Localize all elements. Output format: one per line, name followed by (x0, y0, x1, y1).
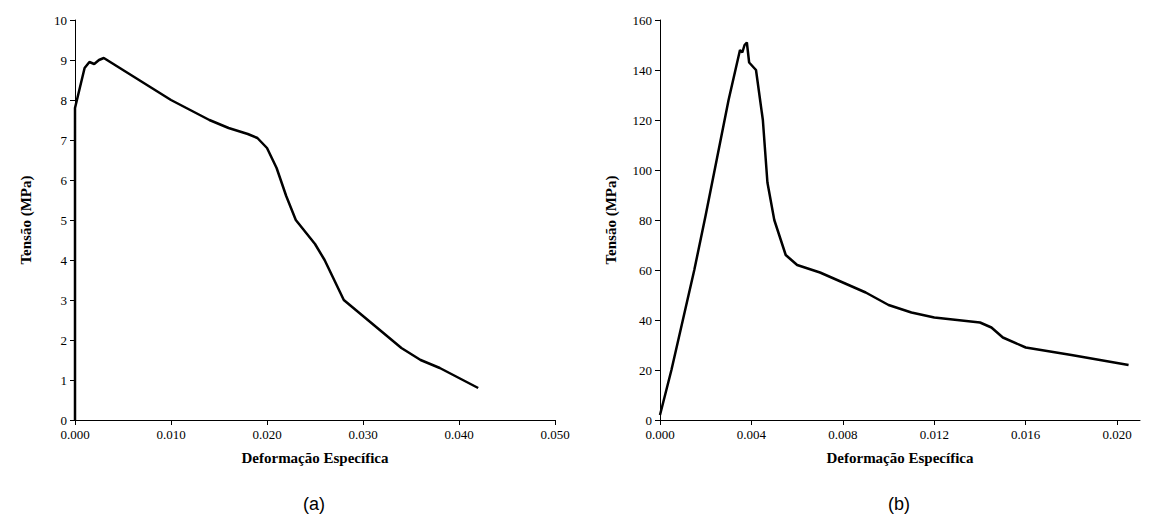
svg-text:0: 0 (61, 413, 68, 428)
svg-text:0.010: 0.010 (156, 427, 185, 442)
svg-text:7: 7 (61, 133, 68, 148)
svg-text:0.020: 0.020 (1103, 427, 1132, 442)
svg-text:(b): (b) (888, 494, 910, 514)
svg-text:0.030: 0.030 (348, 427, 377, 442)
svg-text:4: 4 (61, 253, 68, 268)
svg-text:1: 1 (61, 373, 68, 388)
svg-text:9: 9 (61, 53, 68, 68)
svg-text:140: 140 (633, 63, 653, 78)
svg-text:160: 160 (633, 13, 653, 28)
svg-text:5: 5 (61, 213, 68, 228)
svg-text:0.050: 0.050 (540, 427, 569, 442)
svg-text:Deformação Específica: Deformação Específica (826, 450, 974, 466)
svg-text:0.004: 0.004 (737, 427, 767, 442)
svg-text:0.000: 0.000 (645, 427, 674, 442)
svg-text:Tensão (MPa): Tensão (MPa) (603, 175, 620, 264)
svg-text:0.020: 0.020 (252, 427, 281, 442)
svg-text:80: 80 (639, 213, 652, 228)
svg-text:0.000: 0.000 (60, 427, 89, 442)
svg-text:100: 100 (633, 163, 653, 178)
svg-text:20: 20 (639, 363, 652, 378)
svg-text:6: 6 (61, 173, 68, 188)
svg-text:3: 3 (61, 293, 68, 308)
svg-text:10: 10 (54, 13, 67, 28)
svg-text:40: 40 (639, 313, 652, 328)
svg-text:0: 0 (646, 413, 653, 428)
svg-text:0.008: 0.008 (828, 427, 857, 442)
svg-text:8: 8 (61, 93, 68, 108)
svg-text:0.016: 0.016 (1011, 427, 1041, 442)
svg-text:0.040: 0.040 (444, 427, 473, 442)
svg-text:Deformação Específica: Deformação Específica (241, 450, 389, 466)
svg-text:0.012: 0.012 (920, 427, 949, 442)
svg-text:120: 120 (633, 113, 653, 128)
svg-text:Tensão (MPa): Tensão (MPa) (18, 175, 35, 264)
svg-text:60: 60 (639, 263, 652, 278)
svg-text:2: 2 (61, 333, 68, 348)
svg-text:(a): (a) (303, 494, 325, 514)
